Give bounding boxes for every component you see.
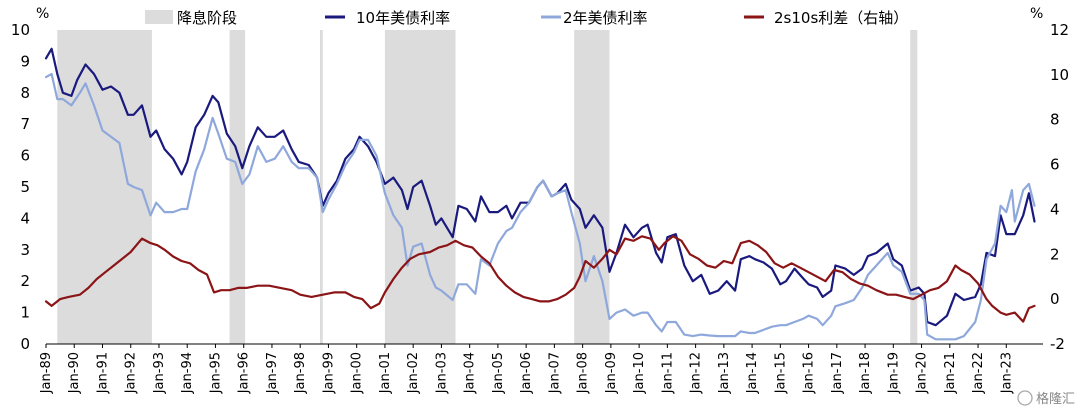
legend-label: 10年美债利率 bbox=[356, 9, 450, 27]
x-tick-label: Jan-02 bbox=[406, 352, 421, 394]
x-tick-label: Jan-89 bbox=[39, 352, 54, 394]
x-axis-ticks: Jan-89 Jan-90 Jan-91 Jan-92 Jan-93 Jan-94 Jan-… bbox=[39, 344, 1014, 394]
x-tick-label: Jan-11 bbox=[660, 352, 675, 394]
series-line-2 bbox=[44, 235, 1036, 323]
legend-label: 降息阶段 bbox=[177, 9, 237, 27]
x-tick-label: Jan-95 bbox=[208, 352, 223, 394]
left-tick-label: 10 bbox=[11, 21, 30, 39]
x-tick-label: Jan-18 bbox=[858, 352, 873, 394]
x-tick-label: Jan-01 bbox=[378, 352, 393, 394]
rate-cut-period-1 bbox=[229, 30, 246, 344]
rate-cut-period-4 bbox=[574, 30, 610, 344]
left-axis-ticks: 0 1 2 3 4 5 6 7 8 9 10 bbox=[11, 21, 30, 353]
right-tick-label: 6 bbox=[1050, 156, 1060, 174]
left-tick-label: 9 bbox=[20, 52, 30, 70]
x-tick-label: Jan-97 bbox=[265, 352, 280, 394]
watermark-text: 格隆汇 bbox=[1036, 391, 1075, 407]
legend-swatch-shaded bbox=[145, 10, 173, 24]
right-tick-label: 0 bbox=[1050, 290, 1060, 308]
x-tick-label: Jan-03 bbox=[434, 352, 449, 394]
series-line-1 bbox=[44, 72, 1036, 341]
x-tick-label: Jan-94 bbox=[180, 352, 195, 394]
rate-cut-period-5 bbox=[910, 30, 918, 344]
watermark: 格隆汇 bbox=[1017, 390, 1075, 407]
x-tick-label: Jan-00 bbox=[350, 352, 365, 394]
legend-label: 2年美债利率 bbox=[563, 9, 648, 27]
x-tick-label: Jan-12 bbox=[689, 352, 704, 394]
right-tick-label: 2 bbox=[1050, 245, 1060, 263]
right-axis-ticks: -2 0 2 4 6 8 10 12 bbox=[1050, 21, 1069, 353]
left-tick-label: 3 bbox=[20, 241, 30, 259]
left-tick-label: 4 bbox=[20, 209, 30, 227]
left-tick-label: 6 bbox=[20, 147, 30, 165]
x-tick-label: Jan-96 bbox=[237, 352, 252, 394]
legend: 降息阶段 10年美债利率 2年美债利率 2s10s利差（右轴） bbox=[145, 9, 908, 27]
left-tick-label: 5 bbox=[20, 178, 30, 196]
x-tick-label: Jan-06 bbox=[519, 352, 534, 394]
x-tick-label: Jan-19 bbox=[886, 352, 901, 394]
x-tick-label: Jan-22 bbox=[971, 352, 986, 394]
x-tick-label: Jan-08 bbox=[576, 352, 591, 394]
x-tick-label: Jan-93 bbox=[152, 352, 167, 394]
right-tick-label: 4 bbox=[1050, 200, 1060, 218]
x-tick-label: Jan-91 bbox=[95, 352, 110, 394]
rate-cut-periods bbox=[57, 30, 918, 344]
x-tick-label: Jan-90 bbox=[67, 352, 82, 394]
legend-label: 2s10s利差（右轴） bbox=[774, 9, 908, 27]
series-lines bbox=[44, 47, 1036, 341]
right-tick-label: 8 bbox=[1050, 111, 1060, 129]
right-tick-label: 10 bbox=[1050, 66, 1069, 84]
x-tick-label: Jan-20 bbox=[915, 352, 930, 394]
x-tick-label: Jan-09 bbox=[604, 352, 619, 394]
x-tick-label: Jan-98 bbox=[293, 352, 308, 394]
x-tick-label: Jan-16 bbox=[802, 352, 817, 394]
left-tick-label: 0 bbox=[20, 335, 30, 353]
right-tick-label: 12 bbox=[1050, 21, 1069, 39]
rate-cut-period-2 bbox=[319, 30, 323, 344]
x-tick-label: Jan-15 bbox=[773, 352, 788, 394]
left-tick-label: 8 bbox=[20, 84, 30, 102]
x-tick-label: Jan-23 bbox=[999, 352, 1014, 394]
series-line-0 bbox=[44, 47, 1036, 327]
x-tick-label: Jan-10 bbox=[632, 352, 647, 394]
rate-cut-period-3 bbox=[384, 30, 456, 344]
x-tick-label: Jan-04 bbox=[463, 352, 478, 394]
left-axis-unit: % bbox=[36, 6, 49, 22]
x-tick-label: Jan-17 bbox=[830, 352, 845, 394]
watermark-logo-icon bbox=[1017, 390, 1033, 406]
x-tick-label: Jan-99 bbox=[321, 352, 336, 394]
x-tick-label: Jan-21 bbox=[943, 352, 958, 394]
right-axis-unit: % bbox=[1030, 6, 1043, 22]
x-tick-label: Jan-13 bbox=[717, 352, 732, 394]
x-tick-label: Jan-14 bbox=[745, 352, 760, 394]
x-tick-label: Jan-07 bbox=[547, 352, 562, 394]
right-tick-label: -2 bbox=[1050, 335, 1065, 353]
x-tick-label: Jan-05 bbox=[491, 352, 506, 394]
x-tick-label: Jan-92 bbox=[124, 352, 139, 394]
left-tick-label: 2 bbox=[20, 272, 30, 290]
left-tick-label: 7 bbox=[20, 115, 30, 133]
left-tick-label: 1 bbox=[20, 304, 30, 322]
